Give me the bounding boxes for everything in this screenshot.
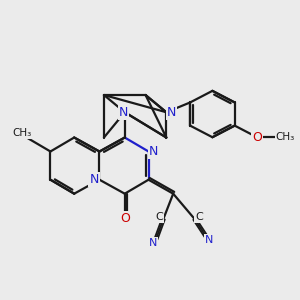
Text: N: N [118, 106, 128, 119]
Text: O: O [120, 212, 130, 226]
Text: N: N [149, 238, 157, 248]
Text: N: N [89, 173, 99, 186]
Text: N: N [205, 235, 214, 245]
Text: C: C [155, 212, 163, 223]
Text: O: O [252, 131, 262, 144]
Text: C: C [195, 212, 203, 223]
Text: N: N [167, 106, 176, 119]
Text: CH₃: CH₃ [13, 128, 32, 138]
Text: CH₃: CH₃ [276, 132, 295, 142]
Text: N: N [148, 145, 158, 158]
